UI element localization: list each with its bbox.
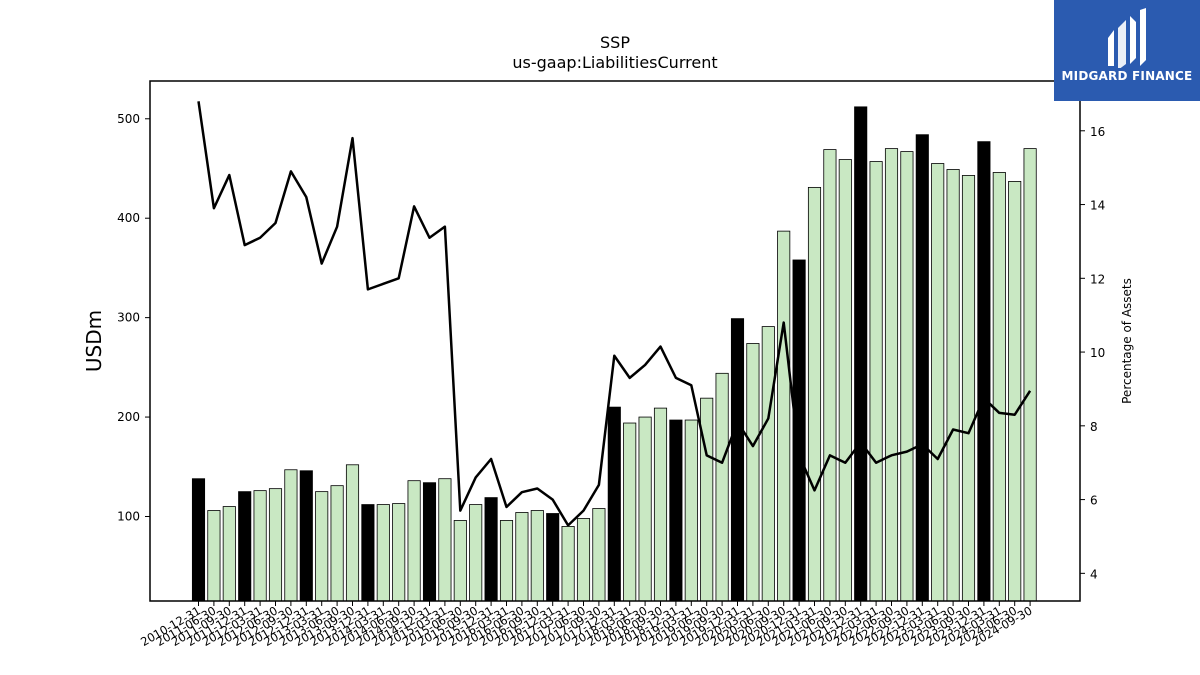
bar-2022-03-31 <box>869 161 883 602</box>
bar-2016-03-31 <box>499 520 514 602</box>
bar-2020-03-31 <box>746 343 760 602</box>
y2tick-label-12: 12 <box>1090 272 1105 286</box>
bar-2013-06-30 <box>330 485 344 602</box>
bar-2013-12-31 <box>361 504 375 602</box>
brand-logo: MIDGARD FINANCE <box>1054 0 1200 101</box>
bar-2024-03-31 <box>992 172 1006 602</box>
bar-2015-09-30 <box>469 504 483 602</box>
y2tick-label-16: 16 <box>1090 125 1105 139</box>
ytick-label-100: 100 <box>117 509 140 523</box>
bar-2016-06-30 <box>515 512 529 602</box>
midgard-logo-icon <box>1108 8 1146 68</box>
bar-2017-06-30 <box>576 518 591 602</box>
bar-2015-03-31 <box>438 478 452 602</box>
bar-2017-09-30 <box>592 508 606 602</box>
ytick-label-500: 500 <box>117 112 140 126</box>
x-axis: 2010-12-312011-06-302011-09-302011-12-31… <box>138 601 1035 649</box>
line-percentage-of-assets <box>197 101 1032 527</box>
bar-2010-12-31 <box>191 478 206 602</box>
y-axis-label: USDm <box>82 310 106 372</box>
y2tick-label-8: 8 <box>1090 420 1098 434</box>
bar-2011-06-30 <box>207 510 221 602</box>
bar-2019-03-31 <box>684 419 698 602</box>
bar-2021-12-31 <box>854 106 868 602</box>
bar-2022-12-31 <box>915 134 929 602</box>
bar-series <box>191 106 1037 602</box>
plot-frame <box>149 80 1081 602</box>
bar-2024-06-30 <box>1008 181 1022 602</box>
bar-2016-09-30 <box>530 510 544 602</box>
bar-2024-09-30 <box>1023 148 1037 602</box>
y-axis-left: 100 200 300 400 500 <box>117 112 150 523</box>
bar-2020-06-30 <box>761 326 775 602</box>
bar-2019-06-30 <box>700 397 714 602</box>
bar-2023-03-31 <box>931 163 945 602</box>
y2tick-label-6: 6 <box>1090 494 1098 508</box>
bar-2013-03-31 <box>315 491 329 602</box>
brand-name: MIDGARD FINANCE <box>1061 69 1193 83</box>
y2tick-label-4: 4 <box>1090 567 1098 581</box>
bar-2018-03-31 <box>623 422 637 602</box>
bar-2018-09-30 <box>653 407 668 602</box>
bar-2022-06-30 <box>884 148 899 602</box>
bar-2014-06-30 <box>392 503 406 602</box>
bar-2020-09-30 <box>777 230 791 602</box>
bar-2019-09-30 <box>715 372 729 602</box>
bar-2022-09-30 <box>900 151 914 602</box>
bar-2014-12-31 <box>422 482 437 602</box>
bar-2012-09-30 <box>284 469 298 602</box>
chart-subtitle: us-gaap:LiabilitiesCurrent <box>512 53 717 72</box>
bar-2021-03-31 <box>807 186 822 602</box>
bar-2014-09-30 <box>407 480 421 602</box>
bar-2013-09-30 <box>345 464 360 602</box>
bar-2018-06-30 <box>638 416 652 602</box>
bar-2012-12-31 <box>299 470 313 602</box>
bar-2012-03-31 <box>253 490 267 602</box>
bar-2019-12-31 <box>730 318 745 602</box>
bar-2015-06-30 <box>453 520 467 602</box>
bar-2023-06-30 <box>946 169 960 602</box>
ytick-label-300: 300 <box>117 311 140 325</box>
bar-2017-03-31 <box>561 526 575 602</box>
bar-2020-12-31 <box>792 259 806 602</box>
bar-2015-12-31 <box>484 497 498 602</box>
bar-2023-09-30 <box>961 175 976 602</box>
ytick-label-200: 200 <box>117 410 140 424</box>
bar-2021-06-30 <box>823 149 837 602</box>
bar-2011-09-30 <box>222 506 236 602</box>
bar-2021-09-30 <box>838 159 852 602</box>
y2tick-label-10: 10 <box>1090 346 1105 360</box>
bar-2018-12-31 <box>669 419 683 602</box>
bar-2017-12-31 <box>607 406 621 602</box>
line-series <box>197 101 1032 527</box>
ytick-label-400: 400 <box>117 211 140 225</box>
y2tick-label-14: 14 <box>1090 199 1105 213</box>
y-axis-right: 4 6 8 10 12 14 16 <box>1080 125 1105 581</box>
bar-2011-12-31 <box>238 491 252 602</box>
bar-2012-06-30 <box>268 488 283 602</box>
bar-2023-12-31 <box>977 141 991 602</box>
chart-title: SSP <box>600 33 630 52</box>
bar-2014-03-31 <box>376 504 390 602</box>
y2-axis-label: Percentage of Assets <box>1120 278 1134 404</box>
bar-2016-12-31 <box>546 513 560 602</box>
